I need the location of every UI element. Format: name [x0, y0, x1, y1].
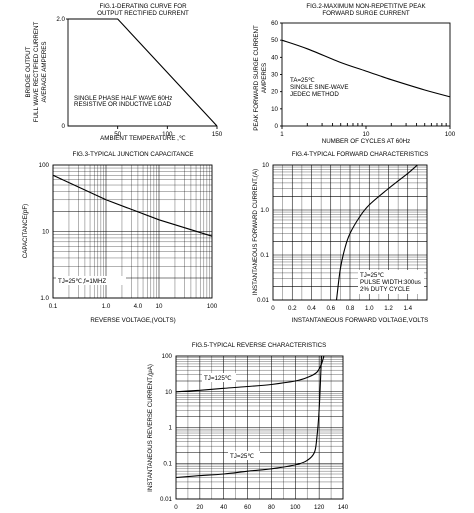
chart-title: FIG.1-DERATING CURVE FOR — [99, 3, 187, 10]
x-tick-label: 0.6 — [326, 305, 335, 312]
x-tick-label: 60 — [244, 504, 251, 511]
x-tick-label: 0.1 — [49, 303, 58, 310]
series-label-background — [228, 451, 260, 460]
y-tick-label: 0.01 — [257, 297, 270, 304]
annotation-background — [358, 270, 424, 294]
annotation: 2% DUTY CYCLE — [360, 286, 410, 293]
x-tick-label: 1 — [280, 131, 284, 138]
y-tick-label: 1 — [169, 425, 173, 432]
series-label-background — [202, 373, 236, 382]
x-tick-label: 1.0 — [102, 303, 111, 310]
annotation: TJ=25℃ — [360, 272, 384, 279]
x-tick-label: 1.0 — [365, 305, 374, 312]
x-tick-label: 80 — [268, 504, 275, 511]
x-tick-label: 0.2 — [288, 305, 297, 312]
x-tick-label: 4.0 — [134, 303, 143, 310]
fig5-reverse-characteristics-chart: FIG.5-TYPICAL REVERSE CHARACTERISTICS 0 20… — [147, 342, 349, 511]
x-tick-label: 100 — [290, 504, 301, 511]
x-tick-label: 20 — [196, 504, 203, 511]
chart-title: FIG.2-MAXIMUM NON-REPETITIVE PEAK — [306, 3, 426, 10]
series-label: TJ=25℃ — [230, 453, 254, 460]
x-tick-label: 0.8 — [346, 305, 355, 312]
annotation: SINGLE PHASE HALF WAVE 60Hz — [74, 95, 172, 102]
y-axis-label: INSTANTANEOUS FORWARD CURRENT,(A) — [252, 169, 259, 295]
plot-frame — [175, 355, 344, 500]
annotation: TJ=25℃,f=1MHZ — [58, 278, 106, 285]
series-line-forward — [335, 164, 418, 301]
x-tick-label: 100 — [207, 303, 218, 310]
series-line-tj125 — [175, 355, 325, 393]
x-tick-label: 10 — [156, 303, 163, 310]
y-axis-label: CAPACITANCE(pF) — [22, 204, 29, 258]
x-tick-label: 0 — [271, 305, 275, 312]
y-tick-label: 0 — [62, 123, 66, 130]
chart-title: FIG.5-TYPICAL REVERSE CHARACTERISTICS — [192, 342, 327, 349]
y-axis-label: AVERAGE AMPERES — [41, 41, 48, 102]
x-tick-label: 140 — [338, 504, 349, 511]
annotation: JEDEC METHOD — [290, 91, 339, 98]
y-axis-label: INSTANTANEOUS REVERSE CURRENT,(μA) — [147, 364, 154, 492]
x-tick-label: 150 — [212, 131, 223, 138]
y-tick-label: 10 — [42, 229, 49, 236]
annotation: RESISTIVE OR INDUCTIVE LOAD — [74, 101, 171, 108]
y-tick-label: 1.0 — [40, 295, 49, 302]
y-tick-label: 10 — [165, 389, 172, 396]
y-tick-label: 0.1 — [260, 252, 269, 259]
y-tick-label: 10 — [262, 162, 269, 169]
chart-title-line2: OUTPUT RECTIFIED CURRENT — [97, 10, 189, 17]
x-tick-label: 1.2 — [384, 305, 393, 312]
x-axis-label: AMBIENT TEMPERATURE ,℃ — [100, 135, 186, 142]
x-tick-label: 100 — [162, 131, 173, 138]
x-tick-label: 10 — [363, 131, 370, 138]
x-tick-label: 0 — [174, 504, 178, 511]
annotation: SINGLE SINE-WAVE — [290, 84, 348, 91]
annotation-background — [56, 276, 126, 285]
y-tick-label: 0.1 — [163, 460, 172, 467]
x-tick-label: 40 — [220, 504, 227, 511]
y-tick-label: 60 — [271, 20, 278, 27]
y-axis-label-line2: AMPERES — [261, 63, 268, 93]
chart-title-line2: FORWARD SURGE CURRENT — [322, 10, 410, 17]
x-tick-label: 1.4 — [403, 305, 412, 312]
y-tick-label: 1.0 — [260, 207, 269, 214]
y-tick-label: 100 — [162, 353, 173, 360]
y-tick-label: 40 — [271, 54, 278, 61]
plot-frame — [281, 22, 451, 127]
y-tick-label: 2.0 — [56, 16, 65, 23]
fig2-surge-current-chart: FIG.2-MAXIMUM NON-REPETITIVE PEAKFORWARD… — [253, 3, 456, 145]
annotation: TA=25℃ — [290, 77, 315, 84]
chart-title: FIG.3-TYPICAL JUNCTION CAPACITANCE — [73, 151, 194, 158]
y-tick-label: 30 — [271, 72, 278, 79]
y-tick-label: 10 — [271, 106, 278, 113]
y-axis-label-line2: FULL WAVE RECTIFIED CURRENT — [33, 22, 40, 123]
plot-frame — [52, 164, 213, 299]
y-tick-label: 0 — [275, 123, 279, 130]
x-tick-label: 0.4 — [307, 305, 316, 312]
annotation: PULSE WIDTH:300us — [360, 279, 421, 286]
series-line-derating — [68, 18, 218, 127]
axes — [67, 19, 217, 127]
series-line-capacitance — [52, 174, 213, 237]
x-axis-label: REVERSE VOLTAGE,(VOLTS) — [90, 317, 175, 324]
x-axis-label: NUMBER OF CYCLES AT 60Hz — [322, 138, 410, 145]
x-tick-label: 50 — [114, 131, 121, 138]
x-axis-label: INSTANTANEOUS FORWARD VOLTAGE,VOLTS — [292, 317, 429, 324]
x-tick-label: 100 — [445, 131, 456, 138]
plot-frame — [272, 164, 428, 301]
series-label: TJ=125℃ — [204, 375, 232, 382]
y-tick-label: 50 — [271, 37, 278, 44]
series-line-surge — [281, 39, 451, 98]
chart-title: FIG.4-TYPICAL FORWARD CHARACTERISTICS — [292, 151, 429, 158]
y-axis-label-line3: BRIDGE OUTPUT — [25, 46, 32, 97]
x-tick-label: 120 — [314, 504, 325, 511]
y-axis-label: PEAK FORWARD SURGE CURRENT — [253, 25, 260, 131]
series-line-tj25 — [175, 355, 323, 479]
y-tick-label: 100 — [39, 162, 50, 169]
y-tick-label: 0.01 — [160, 496, 173, 503]
y-tick-label: 20 — [271, 89, 278, 96]
